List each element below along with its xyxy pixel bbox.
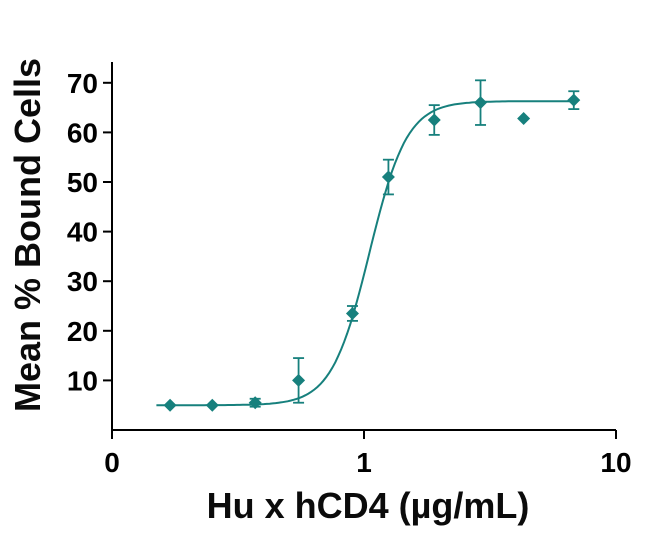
data-point-marker [381,170,395,184]
data-point-marker [517,112,531,126]
data-points [163,93,581,412]
data-point-marker [292,373,306,387]
data-point-marker [205,398,219,412]
x-tick-label: 1 [356,447,372,478]
error-bars [249,79,580,408]
data-point-marker [474,96,488,110]
data-point-marker [567,93,581,107]
data-point-marker [345,306,359,320]
x-axis-title: Hu x hCD4 (µg/mL) [206,485,530,526]
data-point-marker [248,396,262,410]
y-tick-label: 60 [67,117,98,148]
y-tick-label: 30 [67,266,98,297]
y-tick-label: 10 [67,365,98,396]
data-point-marker [427,113,441,127]
fit-curve [156,100,574,407]
y-ticks: 10 20 30 40 50 60 70 [67,68,112,396]
y-tick-label: 40 [67,217,98,248]
x-ticks: 0 1 10 [104,430,632,478]
axes [111,62,616,431]
x-tick-label: 0 [104,447,120,478]
y-tick-label: 20 [67,316,98,347]
data-point-marker [163,398,177,412]
y-tick-label: 70 [67,68,98,99]
x-tick-label: 10 [600,447,631,478]
y-tick-label: 50 [67,167,98,198]
